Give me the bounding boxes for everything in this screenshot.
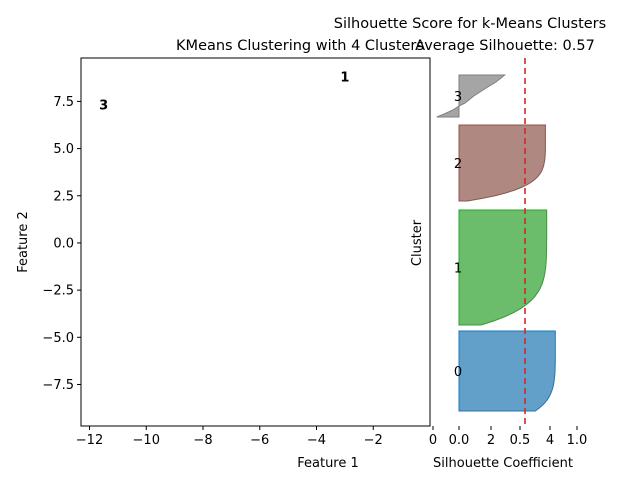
scatter-ytick-label: 7.5 — [53, 95, 74, 110]
scatter-xtick-label: −6 — [250, 433, 269, 448]
scatter-xtick-label: −12 — [76, 433, 103, 448]
figure-title: Silhouette Score for k-Means Clusters — [334, 16, 606, 32]
silhouette-cluster-label: 1 — [454, 262, 462, 277]
silhouette-xtick-label: 2 — [487, 433, 495, 448]
scatter-xtick-label: −4 — [307, 433, 326, 448]
scatter-axes: −12 −10 −8 −6 −4 −2 −7.5−5.0−2.50.02.55.07.5 … — [16, 57, 431, 471]
silhouette-cluster-label: 0 — [454, 365, 462, 380]
scatter-ytick-label: −5.0 — [42, 331, 74, 346]
scatter-ytick-label: −2.5 — [42, 284, 74, 299]
silhouette-ylabel: Cluster — [410, 219, 425, 266]
silhouette-cluster-0 — [458, 330, 556, 412]
silhouette-title: Average Silhouette: 0.57 — [415, 38, 595, 54]
scatter-xtick-label: −2 — [364, 433, 383, 448]
scatter-ytick-label: 2.5 — [53, 189, 74, 204]
silhouette-xtick-label: 0.5 — [510, 433, 531, 448]
scatter-ytick-label: 0.0 — [53, 236, 74, 251]
silhouette-xtick-label: 0.0 — [449, 433, 470, 448]
silhouette-xtick-label: 1.0 — [567, 433, 588, 448]
scatter-xtick-label: −10 — [133, 433, 160, 448]
silhouette-cluster-2 — [458, 124, 547, 202]
scatter-ytick-label: 5.0 — [53, 142, 74, 157]
silhouette-axes: 0 1 2 3 0 0.0 2 0.5 4 1.0 Silhouette Coefficient… — [410, 58, 587, 471]
silhouette-cluster-label: 3 — [454, 90, 462, 105]
silhouette-cluster-3 — [436, 74, 507, 118]
scatter-ylabel: Feature 2 — [16, 211, 31, 273]
scatter-xtick-label: −8 — [193, 433, 212, 448]
cluster-center-label: 1 — [340, 70, 349, 85]
scatter-title: KMeans Clustering with 4 Clusters — [176, 38, 424, 54]
scatter-xlabel: Feature 1 — [297, 456, 359, 471]
silhouette-xtick-label: 4 — [546, 433, 554, 448]
scatter-frame — [80, 57, 431, 427]
silhouette-cluster-1 — [458, 209, 548, 326]
silhouette-xtick-label: 0 — [429, 433, 437, 448]
cluster-center-label: 3 — [99, 99, 108, 114]
scatter-ytick-label: −7.5 — [42, 378, 74, 393]
silhouette-cluster-label: 2 — [454, 157, 462, 172]
silhouette-xlabel: Silhouette Coefficient — [433, 456, 573, 471]
